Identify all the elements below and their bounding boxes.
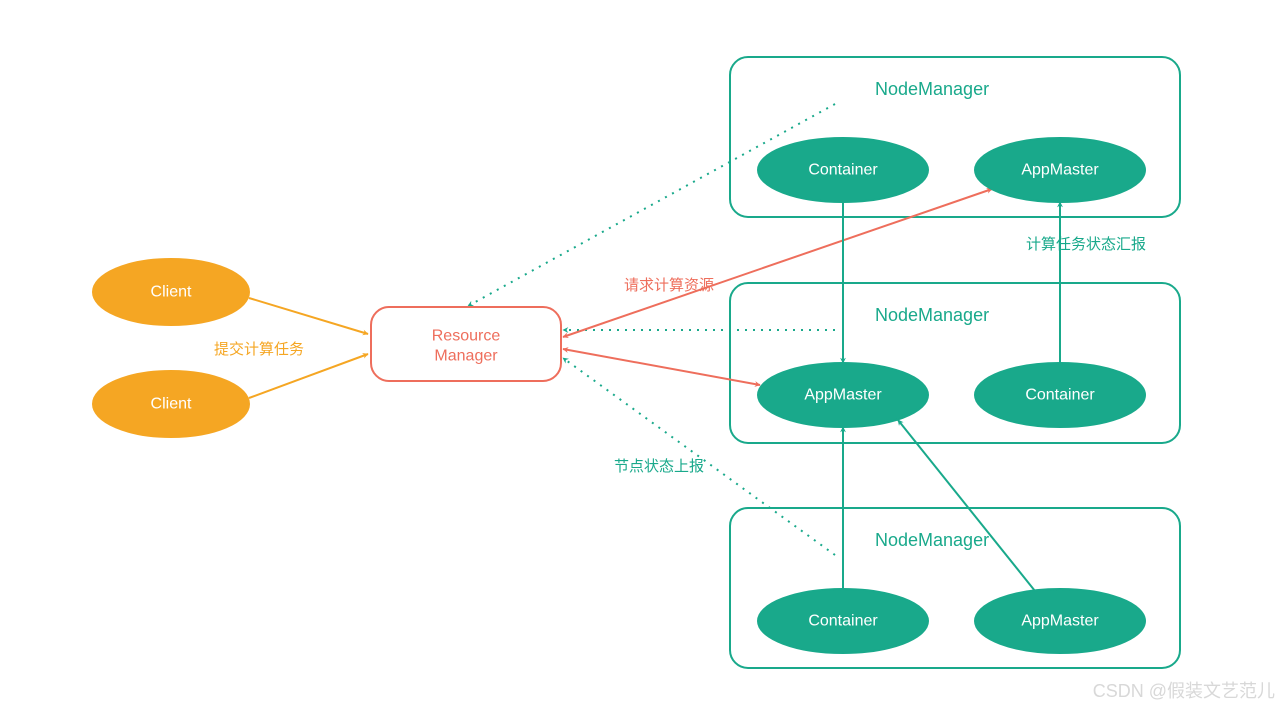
- l-request: 请求计算资源: [624, 276, 714, 294]
- e-client2-rm: [249, 354, 368, 398]
- c2-label: Container: [1025, 387, 1095, 404]
- l-task-rep: 计算任务状态汇报: [1026, 235, 1146, 253]
- e-nm1-rm: [468, 104, 835, 306]
- e-am3-am2: [898, 420, 1035, 591]
- l-node-rep: 节点状态上报: [614, 458, 704, 475]
- diagram-canvas: NodeManager NodeManager NodeManager Client…: [0, 0, 1285, 707]
- l-submit: 提交计算任务: [214, 340, 304, 358]
- nm2_label: NodeManager: [875, 305, 989, 325]
- c3-label: Container: [808, 613, 878, 630]
- nm1_label: NodeManager: [875, 79, 989, 99]
- am3-label: AppMaster: [1021, 613, 1099, 630]
- am1-label: AppMaster: [1021, 162, 1099, 179]
- rm-line1: Resource: [432, 328, 501, 345]
- nm3_label: NodeManager: [875, 530, 989, 550]
- am2-label: AppMaster: [804, 387, 882, 404]
- client1-label: Client: [151, 284, 192, 301]
- c1-label: Container: [808, 162, 878, 179]
- rm-line2: Manager: [434, 348, 498, 365]
- watermark: CSDN @假装文艺范儿: [1093, 681, 1275, 701]
- client2-label: Client: [151, 396, 192, 413]
- e-client1-rm: [249, 298, 368, 334]
